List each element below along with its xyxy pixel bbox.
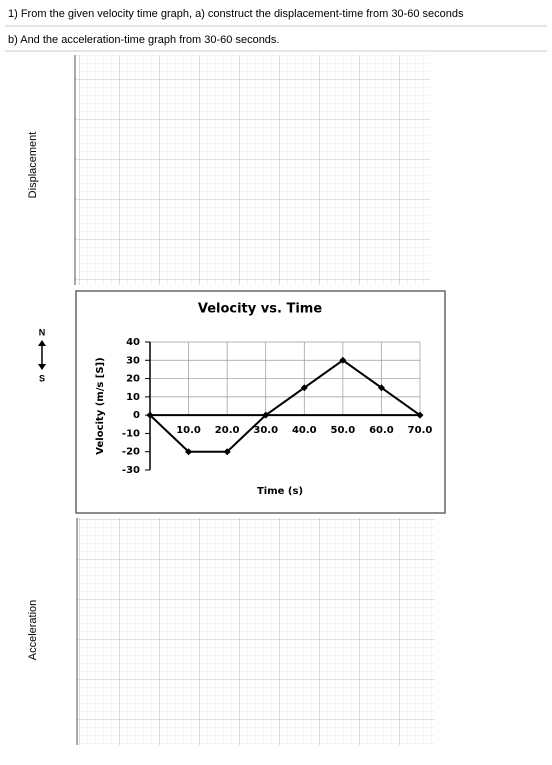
y-tick-label: -30 xyxy=(122,465,140,476)
question: b) And the acceleration-time graph from … xyxy=(8,34,279,46)
y-tick-label: 40 xyxy=(126,337,140,348)
y-tick-label: 10 xyxy=(126,392,140,403)
graph-paper xyxy=(74,55,430,285)
data-point xyxy=(300,384,308,392)
data-point xyxy=(146,411,154,419)
compass: N S xyxy=(38,327,46,383)
y-axis-label: Velocity (m/s [S]) xyxy=(95,357,106,454)
x-tick-label: 40.0 xyxy=(292,425,317,436)
chart-title: Velocity vs. Time xyxy=(198,302,322,317)
plot: 40 30 20 10 0 -10 -20 -30 10.0 20.0 30.0 40.0 50.0 60… xyxy=(122,337,432,476)
data-point xyxy=(223,448,231,456)
graph-paper xyxy=(76,518,435,745)
y-tick-label: 30 xyxy=(126,355,140,366)
data-point xyxy=(377,384,385,392)
x-tick-label: 30.0 xyxy=(253,425,278,436)
chart-frame xyxy=(75,290,446,514)
grid-label: Acceleration xyxy=(27,600,39,661)
y-tick-label: 0 xyxy=(133,410,140,421)
x-axis-label: Time (s) xyxy=(257,486,303,497)
question: 1) From the given velocity time graph, a… xyxy=(8,8,464,20)
x-tick-label: 70.0 xyxy=(408,425,433,436)
x-tick-label: 50.0 xyxy=(331,425,356,436)
data-point xyxy=(416,411,424,419)
x-tick-label: 20.0 xyxy=(215,425,240,436)
data-line xyxy=(149,359,421,453)
grid-label: Displacement xyxy=(27,132,39,199)
x-tick-label: 10.0 xyxy=(176,425,201,436)
compass-south: S xyxy=(39,373,45,383)
data-point xyxy=(339,356,347,364)
x-tick-label: 60.0 xyxy=(369,425,394,436)
y-tick-label: -20 xyxy=(122,447,140,458)
y-tick-label: 20 xyxy=(126,374,140,385)
y-tick-label: -10 xyxy=(122,428,140,439)
compass-north: N xyxy=(39,327,46,337)
data-point xyxy=(185,448,193,456)
data-point xyxy=(262,411,270,419)
